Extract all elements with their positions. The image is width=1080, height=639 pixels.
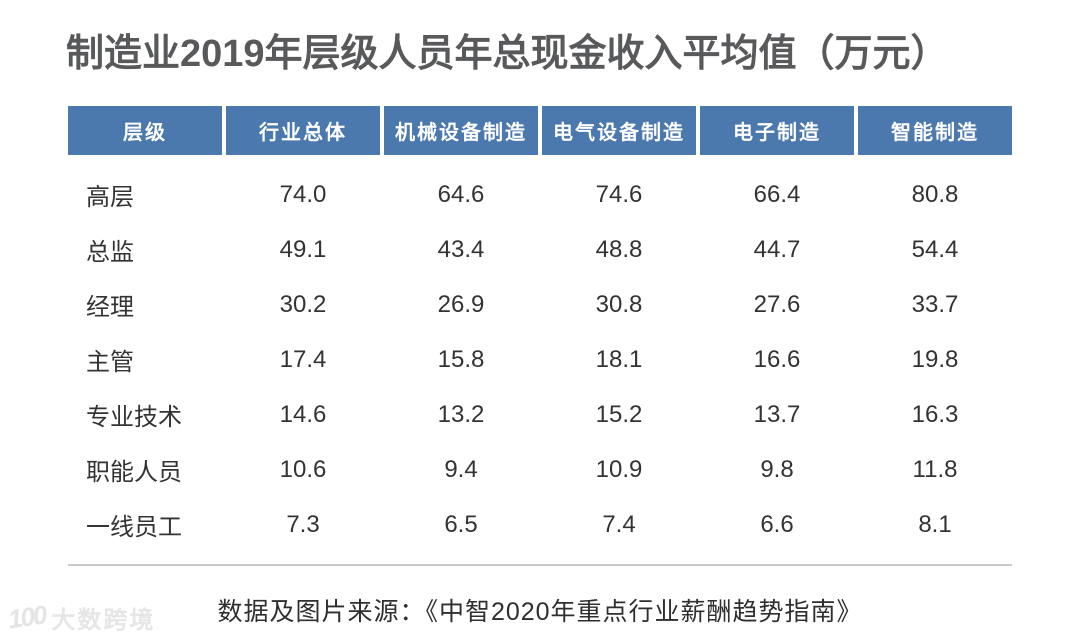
value-cell: 10.6 <box>279 455 327 483</box>
value-cell: 49.1 <box>279 235 327 263</box>
value-cell: 11.8 <box>912 455 958 483</box>
value-cell: 16.3 <box>911 400 959 428</box>
table-row: 经理 30.2 26.9 30.8 27.6 33.7 <box>68 277 1012 332</box>
header-cell-industry-overall: 行业总体 <box>226 106 380 155</box>
row-label: 高层 <box>86 184 134 211</box>
value-cell: 15.8 <box>437 345 485 373</box>
value-cell: 80.8 <box>911 180 959 208</box>
data-source-note: 数据及图片来源：《中智2020年重点行业薪酬趋势指南》 <box>217 598 863 626</box>
table-row: 职能人员 10.6 9.4 10.9 9.8 11.8 <box>68 442 1012 497</box>
value-cell: 6.5 <box>444 510 478 538</box>
value-cell: 16.6 <box>753 345 801 373</box>
value-cell: 74.0 <box>279 180 327 208</box>
row-label: 一线员工 <box>86 514 182 541</box>
value-cell: 14.6 <box>279 400 327 428</box>
table-body: 高层 74.0 64.6 74.6 66.4 80.8 总监 49.1 43.4… <box>68 155 1012 552</box>
salary-table: 层级 行业总体 机械设备制造 电气设备制造 电子制造 智能制造 高层 74.0 … <box>68 106 1012 566</box>
header-cell-level: 层级 <box>68 106 222 155</box>
row-label: 经理 <box>86 294 134 321</box>
value-cell: 15.2 <box>595 400 643 428</box>
value-cell: 26.9 <box>437 290 485 318</box>
table-row: 高层 74.0 64.6 74.6 66.4 80.8 <box>68 167 1012 222</box>
value-cell: 7.3 <box>286 510 320 538</box>
table-row: 一线员工 7.3 6.5 7.4 6.6 8.1 <box>68 497 1012 552</box>
value-cell: 30.8 <box>595 290 643 318</box>
value-cell: 64.6 <box>437 180 485 208</box>
watermark: 100 大数跨境 <box>6 599 156 635</box>
value-cell: 54.4 <box>911 235 959 263</box>
value-cell: 6.6 <box>760 510 794 538</box>
header-cell-smart-mfg: 智能制造 <box>858 106 1012 155</box>
table-header-row: 层级 行业总体 机械设备制造 电气设备制造 电子制造 智能制造 <box>68 106 1012 155</box>
header-cell-electrical: 电气设备制造 <box>542 106 696 155</box>
row-label: 职能人员 <box>86 459 182 486</box>
value-cell: 27.6 <box>753 290 801 318</box>
value-cell: 13.7 <box>753 400 801 428</box>
value-cell: 9.8 <box>760 455 794 483</box>
value-cell: 43.4 <box>437 235 485 263</box>
value-cell: 18.1 <box>595 345 643 373</box>
row-label: 专业技术 <box>86 404 182 431</box>
value-cell: 74.6 <box>595 180 643 208</box>
value-cell: 66.4 <box>753 180 801 208</box>
value-cell: 10.9 <box>595 455 643 483</box>
value-cell: 17.4 <box>279 345 327 373</box>
value-cell: 19.8 <box>911 345 959 373</box>
page-title: 制造业2019年层级人员年总现金收入平均值（万元） <box>66 33 949 75</box>
table-bottom-divider <box>68 564 1012 566</box>
value-cell: 48.8 <box>595 235 643 263</box>
table-row: 总监 49.1 43.4 48.8 44.7 54.4 <box>68 222 1012 277</box>
value-cell: 8.1 <box>918 510 952 538</box>
value-cell: 13.2 <box>437 400 485 428</box>
table-row: 主管 17.4 15.8 18.1 16.6 19.8 <box>68 332 1012 387</box>
value-cell: 33.7 <box>911 290 959 318</box>
value-cell: 44.7 <box>753 235 801 263</box>
value-cell: 30.2 <box>279 290 327 318</box>
watermark-logo-icon: 100 <box>6 599 48 635</box>
row-label: 总监 <box>86 239 134 266</box>
header-cell-electronics: 电子制造 <box>700 106 854 155</box>
value-cell: 9.4 <box>444 455 478 483</box>
row-label: 主管 <box>86 349 134 376</box>
table-row: 专业技术 14.6 13.2 15.2 13.7 16.3 <box>68 387 1012 442</box>
watermark-brand-text: 大数跨境 <box>51 607 156 634</box>
value-cell: 7.4 <box>602 510 636 538</box>
header-cell-machinery: 机械设备制造 <box>384 106 538 155</box>
